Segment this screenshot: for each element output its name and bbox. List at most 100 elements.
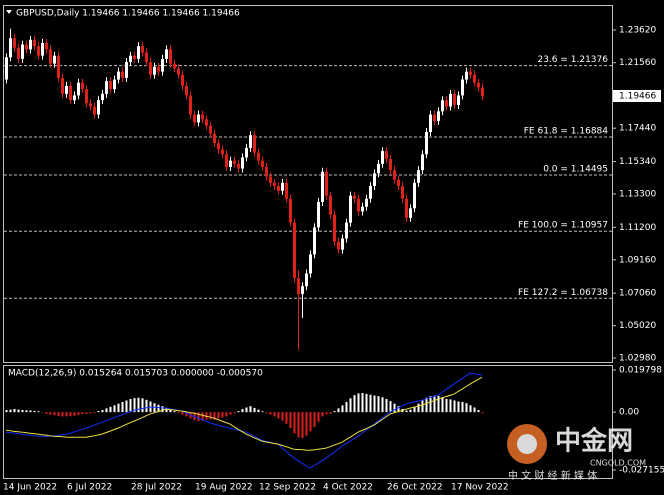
candle-body [221,149,224,155]
candle-body [253,135,256,153]
candle-body [409,208,412,218]
histogram-bar [221,412,224,418]
histogram-bar [237,411,240,413]
candle-body [161,58,164,72]
histogram-bar [445,398,448,413]
histogram-bar [329,412,332,414]
candle-body [81,82,84,90]
histogram-bar [481,412,484,414]
histogram-bar [245,407,248,413]
histogram-bar [53,412,56,416]
histogram-bar [185,412,188,417]
level-label: FE 100.0 = 1.10957 [518,221,608,231]
histogram-bar [317,412,320,422]
candle-body [453,93,456,105]
y-tick-label: 0.019798 [619,366,662,376]
candle-body [21,44,24,59]
candle-body [93,106,96,115]
histogram-bar [297,412,300,438]
histogram-bar [293,412,296,434]
candle-body [185,85,188,96]
candle-body [57,55,60,78]
candle-body [421,154,424,171]
candle-body [449,93,452,107]
y-tick-label: 1.11200 [619,223,656,233]
candle-body [61,77,64,94]
candle-body [149,62,152,75]
histogram-bar [333,411,336,413]
histogram-bar [269,412,272,415]
candle-body [145,52,148,63]
histogram-bar [133,398,136,413]
candle-body [425,132,428,155]
histogram-bar [453,400,456,413]
histogram-bar [277,412,280,419]
watermark-brand: 中金网 [555,426,633,457]
candle-body [361,206,364,212]
histogram-bar [157,404,160,413]
histogram-bar [29,410,32,413]
histogram-bar [313,412,316,428]
y-tick-label: 1.23620 [619,25,656,35]
histogram-bar [161,406,164,413]
candle-body [329,195,332,215]
candle-body [9,38,12,58]
candle-body [137,46,140,59]
candle-body [169,49,172,64]
histogram-bar [81,412,84,415]
candle-body [373,173,376,187]
candle-body [101,93,104,101]
histogram-bar [365,393,368,413]
candle-body [157,66,160,72]
histogram-bar [125,400,128,413]
histogram-bar [173,411,176,413]
histogram-bar [141,398,144,413]
candle-body [405,198,408,218]
candle-body [133,55,136,59]
candle-body [89,103,92,107]
candle-body [17,47,20,59]
candle-body [417,170,420,183]
histogram-bar [209,412,212,420]
candle-body [437,111,440,121]
histogram-bar [177,412,180,414]
histogram-bar [145,399,148,413]
candle-body [153,66,156,75]
x-tick-label: 19 Aug 2022 [195,483,253,493]
candle-body [401,186,404,199]
histogram-bar [241,408,244,413]
candle-body [397,179,400,187]
candle-body [341,238,344,250]
histogram-bar [101,410,104,413]
candle-body [389,159,392,171]
histogram-bar [397,406,400,413]
histogram-bar [469,405,472,413]
candle-body [325,171,328,196]
candle-body [53,55,56,64]
candle-body [261,160,264,167]
histogram-bar [465,403,468,413]
candle-body [129,55,132,63]
candle-body [345,222,348,239]
candle-body [257,152,260,161]
histogram-bar [417,403,420,413]
y-tick-label: 1.07060 [619,289,656,299]
histogram-bar [109,406,112,413]
histogram-bar [385,398,388,413]
candle-body [317,201,320,228]
candle-body [369,186,372,199]
candle-body [309,254,312,274]
histogram-bar [49,412,52,415]
histogram-bar [89,412,92,414]
histogram-bar [105,408,108,413]
histogram-bar [305,412,308,436]
histogram-bar [61,412,64,417]
histogram-bar [337,408,340,413]
histogram-bar [37,411,40,413]
histogram-bar [281,412,284,421]
histogram-bar [273,412,276,417]
candle-body [313,227,316,255]
candle-body [305,273,308,287]
candle-body [193,114,196,123]
